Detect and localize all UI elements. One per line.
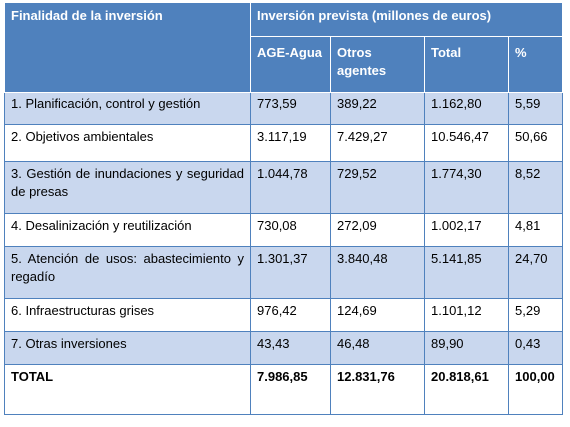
cell-otros-agentes: 272,09 [330, 213, 425, 247]
table-header: Finalidad de la inversión Inversión prev… [4, 2, 564, 93]
cell-total: 89,90 [424, 331, 509, 365]
cell-finalidad: 5. Atención de usos: abastecimiento y re… [4, 246, 251, 299]
table-row: 4. Desalinización y reutilización 730,08… [4, 213, 564, 247]
cell-percent: 24,70 [507, 246, 564, 299]
cell-total-otros-agentes: 12.831,76 [330, 364, 425, 415]
cell-finalidad: 2. Objetivos ambientales [4, 124, 251, 162]
table-row: 2. Objetivos ambientales 3.117,19 7.429,… [4, 124, 564, 162]
cell-total: 10.546,47 [424, 124, 509, 162]
cell-total: 1.162,80 [424, 92, 509, 125]
cell-finalidad: 7. Otras inversiones [4, 331, 251, 365]
cell-otros-agentes: 3.840,48 [330, 246, 425, 299]
header-age-agua: AGE-Agua [250, 36, 331, 93]
cell-percent: 5,29 [507, 298, 564, 332]
table-row: 5. Atención de usos: abastecimiento y re… [4, 246, 564, 299]
cell-age-agua: 773,59 [250, 92, 331, 125]
cell-total: 5.141,85 [424, 246, 509, 299]
cell-age-agua: 976,42 [250, 298, 331, 332]
table-body: 1. Planificación, control y gestión 773,… [4, 92, 564, 415]
total-row: TOTAL 7.986,85 12.831,76 20.818,61 100,0… [4, 364, 564, 415]
table-row: 7. Otras inversiones 43,43 46,48 89,90 0… [4, 331, 564, 365]
cell-otros-agentes: 389,22 [330, 92, 425, 125]
cell-otros-agentes: 729,52 [330, 161, 425, 214]
cell-percent: 4,81 [507, 213, 564, 247]
cell-total: 1.101,12 [424, 298, 509, 332]
cell-total-total: 20.818,61 [424, 364, 509, 415]
header-finalidad: Finalidad de la inversión [4, 2, 251, 93]
header-row-top: Finalidad de la inversión Inversión prev… [4, 2, 564, 93]
investment-table: Finalidad de la inversión Inversión prev… [4, 2, 564, 415]
header-otros-agentes: Otros agentes [330, 36, 425, 93]
table-row: 3. Gestión de inundaciones y seguridad d… [4, 161, 564, 214]
cell-otros-agentes: 46,48 [330, 331, 425, 365]
header-total: Total [424, 36, 509, 93]
cell-total-age-agua: 7.986,85 [250, 364, 331, 415]
cell-total: 1.002,17 [424, 213, 509, 247]
cell-finalidad: 3. Gestión de inundaciones y seguridad d… [4, 161, 251, 214]
table-row: 6. Infraestructuras grises 976,42 124,69… [4, 298, 564, 332]
table-row: 1. Planificación, control y gestión 773,… [4, 92, 564, 125]
cell-finalidad: 4. Desalinización y reutilización [4, 213, 251, 247]
header-percent: % [507, 36, 564, 93]
cell-finalidad: 6. Infraestructuras grises [4, 298, 251, 332]
cell-otros-agentes: 124,69 [330, 298, 425, 332]
cell-percent: 8,52 [507, 161, 564, 214]
header-row-columns: AGE-Agua Otros agentes Total % [5, 36, 564, 93]
cell-age-agua: 1.301,37 [250, 246, 331, 299]
cell-percent: 0,43 [507, 331, 564, 365]
cell-age-agua: 1.044,78 [250, 161, 331, 214]
cell-total: 1.774,30 [424, 161, 509, 214]
cell-otros-agentes: 7.429,27 [330, 124, 425, 162]
cell-age-agua: 43,43 [250, 331, 331, 365]
header-group-label: Inversión prevista (millones de euros) [249, 2, 564, 37]
cell-total-label: TOTAL [4, 364, 251, 415]
cell-percent: 5,59 [507, 92, 564, 125]
cell-age-agua: 3.117,19 [250, 124, 331, 162]
cell-finalidad: 1. Planificación, control y gestión [4, 92, 251, 125]
cell-total-percent: 100,00 [507, 364, 564, 415]
cell-percent: 50,66 [507, 124, 564, 162]
cell-age-agua: 730,08 [250, 213, 331, 247]
